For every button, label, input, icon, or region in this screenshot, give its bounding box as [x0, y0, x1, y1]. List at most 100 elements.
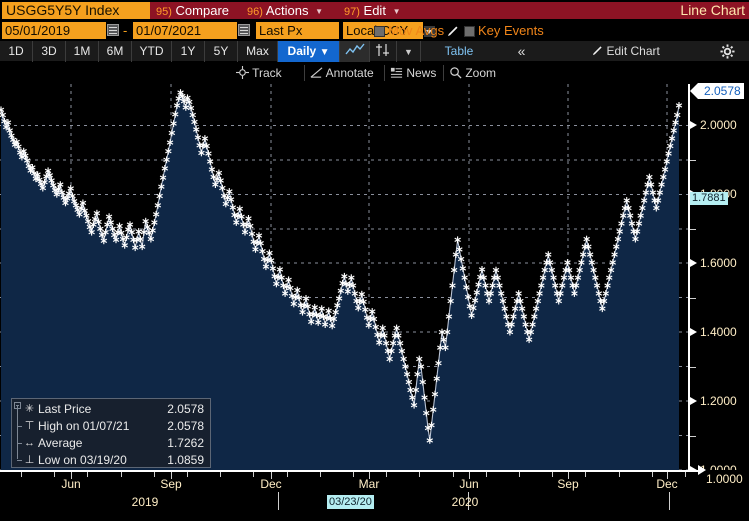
ticker-field[interactable]: USGG5Y5Y Index — [2, 2, 150, 19]
gear-icon[interactable] — [720, 44, 735, 59]
interval-select[interactable]: Daily ▼ — [278, 41, 340, 62]
start-date-input[interactable]: 05/01/2019 — [2, 22, 106, 39]
x-axis-tick — [71, 472, 72, 479]
tools-separator-3 — [443, 65, 444, 81]
mov-avgs-pencil-icon[interactable] — [447, 25, 459, 37]
y-axis-arrow-icon — [690, 328, 697, 337]
x-axis-label: Sep — [160, 477, 182, 491]
y-axis-minor-tick — [690, 159, 696, 161]
currency-chevron-down-icon[interactable] — [424, 26, 435, 37]
mov-avgs-label: Mov Avgs — [388, 23, 445, 38]
legend-label-low: Low on 03/19/20 — [38, 453, 127, 467]
key-events-checkbox[interactable] — [464, 26, 475, 37]
actions-number: 96) — [247, 6, 263, 18]
period-1m[interactable]: 1M — [66, 41, 99, 62]
period-max[interactable]: Max — [238, 41, 278, 62]
x-axis-minor-tick — [519, 472, 520, 477]
legend-row-high: ⊤ High on 01/07/21 2.0578 — [12, 418, 210, 434]
legend-value-last-price: 2.0578 — [167, 402, 204, 416]
magnifier-icon — [450, 67, 462, 79]
x-axis-minor-tick — [320, 472, 321, 477]
double-chevron-left-icon: « — [517, 43, 526, 59]
x-axis-minor-tick — [453, 472, 454, 477]
legend-value-low: 1.0859 — [167, 453, 204, 467]
x-axis-minor-tick — [486, 472, 487, 477]
x-axis-tick — [568, 472, 569, 479]
collapse-button[interactable]: « — [497, 41, 546, 62]
y-axis-label: 1.6000 — [700, 256, 737, 271]
chart-legend[interactable]: ✳ Last Price 2.0578 ⊤ High on 01/07/21 2… — [11, 398, 211, 468]
bar-chart-toggle[interactable] — [370, 41, 397, 62]
legend-tree-tick-2 — [17, 443, 22, 444]
start-date-calendar-icon[interactable] — [107, 24, 119, 36]
period-1d[interactable]: 1D — [0, 41, 33, 62]
x-axis-minor-tick — [685, 472, 686, 477]
tools-separator-1 — [304, 65, 305, 81]
x-axis-minor-tick — [386, 472, 387, 477]
price-field-select[interactable]: Last Px — [256, 22, 339, 39]
period-1y[interactable]: 1Y — [172, 41, 205, 62]
x-axis-tick — [171, 472, 172, 479]
x-axis-tick — [369, 472, 370, 479]
x-year-label-2020: 2020 — [451, 495, 479, 509]
x-axis-label: Dec — [656, 477, 678, 491]
table-tab[interactable]: Table — [444, 44, 474, 58]
news-tool[interactable]: News — [390, 62, 436, 84]
y-axis-minor-tick — [690, 435, 696, 437]
x-axis-minor-tick — [652, 472, 653, 477]
angle-icon — [310, 67, 323, 78]
x-axis-minor-tick — [253, 472, 254, 477]
chart-plot-area[interactable] — [0, 84, 688, 470]
end-date-input[interactable]: 01/07/2021 — [133, 22, 237, 39]
x-axis-minor-tick — [220, 472, 221, 477]
interval-chevron-down-icon: ▼ — [319, 47, 330, 58]
actions-chevron-down-icon: ▼ — [315, 7, 323, 17]
legend-label-last-price: Last Price — [38, 402, 92, 416]
y-axis-label: 1.2000 — [700, 394, 737, 409]
x-axis: Jun Sep Dec Mar Jun Sep Dec 1.0000 2019 2020 0… — [0, 465, 749, 521]
crosshair-icon — [236, 66, 249, 79]
y-axis-min-label: 1.0000 — [706, 472, 743, 486]
legend-value-average: 1.7262 — [167, 436, 204, 450]
edit-button[interactable]: 97) Edit ▼ — [340, 2, 402, 19]
track-label: Track — [252, 66, 282, 80]
period-ytd[interactable]: YTD — [132, 41, 172, 62]
candlestick-icon — [376, 44, 389, 56]
date-controls-bar: 05/01/2019 - 01/07/2021 Last Px Local CC… — [0, 21, 749, 40]
mov-avgs-checkbox[interactable] — [374, 26, 385, 37]
x-axis-minor-tick — [21, 472, 22, 477]
end-date-calendar-icon[interactable] — [238, 24, 250, 36]
news-icon — [390, 67, 403, 78]
compare-number: 95) — [156, 6, 172, 18]
y-axis-arrow-icon — [690, 121, 697, 130]
x-axis-minor-tick — [87, 472, 88, 477]
chart-type-label: Line Chart — [680, 2, 745, 18]
compare-button[interactable]: 95) Compare — [152, 2, 240, 19]
edit-chart-button[interactable]: Edit Chart — [546, 41, 706, 62]
date-range-dash: - — [123, 23, 128, 38]
period-3d[interactable]: 3D — [33, 41, 66, 62]
key-events-label: Key Events — [478, 23, 544, 38]
actions-button[interactable]: 96) Actions ▼ — [243, 2, 337, 19]
legend-tree-tick-1 — [17, 426, 22, 427]
legend-tree-tick-3 — [17, 460, 22, 461]
legend-tree-line — [17, 405, 18, 459]
x-axis-minor-tick — [121, 472, 122, 477]
zoom-tool[interactable]: Zoom — [449, 62, 496, 84]
actions-label: Actions — [265, 3, 309, 18]
low-date-axis-marker: 03/23/20 — [327, 495, 374, 509]
last-price-callout: 2.0578 — [690, 83, 744, 100]
period-6m[interactable]: 6M — [99, 41, 132, 62]
annotate-tool[interactable]: Annotate — [310, 62, 374, 84]
legend-marker-average: ↔ — [24, 437, 35, 449]
line-chart-toggle[interactable] — [340, 41, 370, 62]
chart-options-dropdown[interactable]: ▼ — [397, 41, 421, 62]
track-tool[interactable]: Track — [236, 62, 282, 84]
x-axis-minor-tick — [187, 472, 188, 477]
edit-number: 97) — [344, 6, 360, 18]
x-axis-label: Jun — [459, 477, 479, 491]
x-axis-minor-tick — [154, 472, 155, 477]
period-5y[interactable]: 5Y — [205, 41, 238, 62]
x-axis-label: Dec — [260, 477, 282, 491]
title-bar: USGG5Y5Y Index 95) Compare 96) Actions ▼… — [0, 0, 749, 20]
